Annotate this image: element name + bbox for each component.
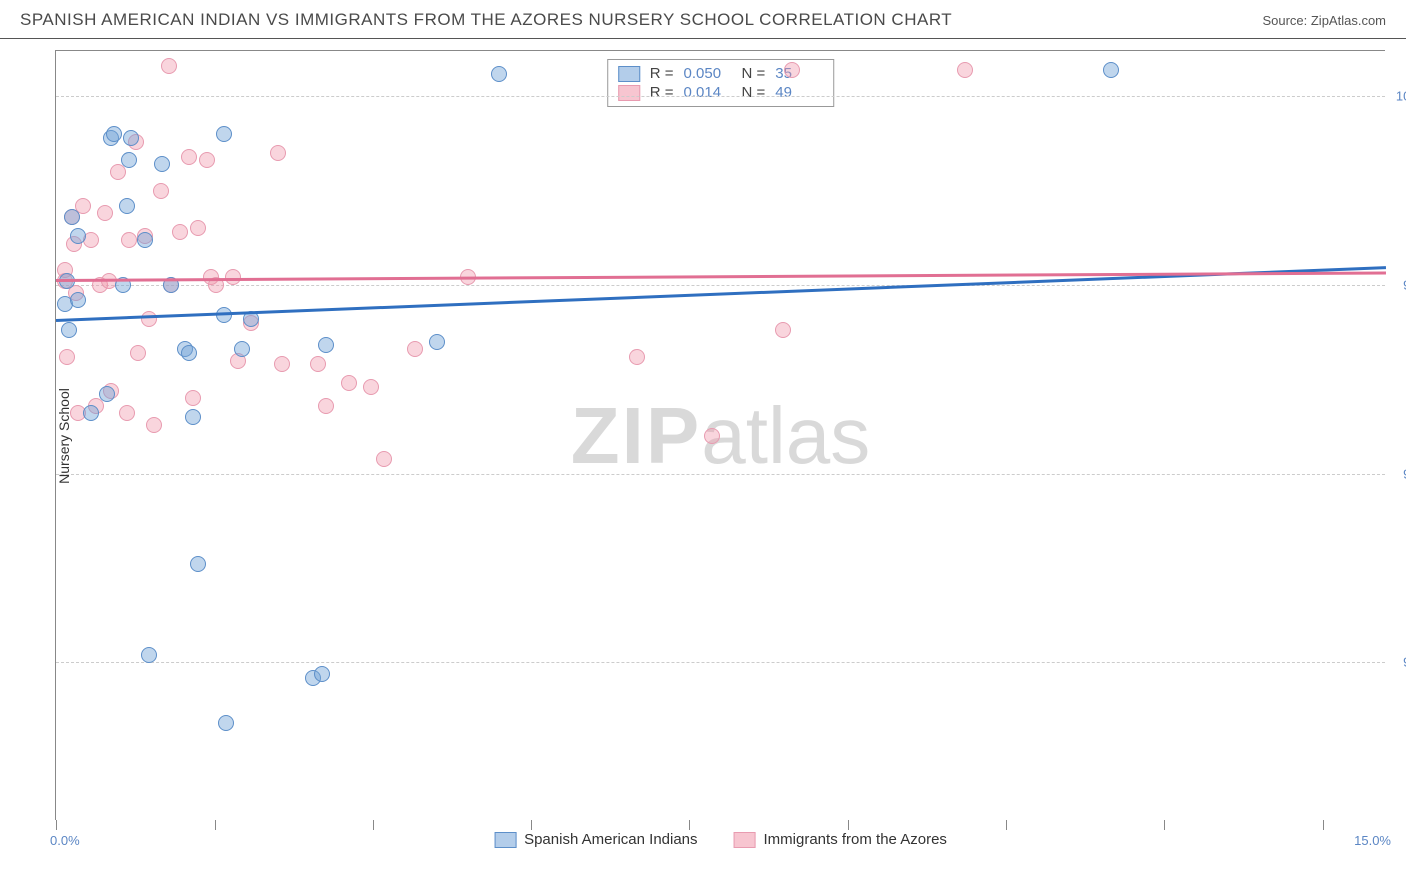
y-tick-label: 97.5%: [1390, 278, 1406, 293]
x-tick: [1164, 820, 1165, 830]
data-point-blue: [61, 322, 77, 338]
data-point-pink: [119, 405, 135, 421]
data-point-pink: [146, 417, 162, 433]
data-point-pink: [161, 58, 177, 74]
data-point-blue: [318, 337, 334, 353]
data-point-pink: [957, 62, 973, 78]
x-tick: [56, 820, 57, 830]
data-point-blue: [121, 152, 137, 168]
legend-n-value: 49: [775, 84, 823, 101]
legend-item: Immigrants from the Azores: [734, 831, 947, 848]
legend-n-label: N =: [742, 84, 766, 101]
data-point-blue: [64, 209, 80, 225]
y-tick-label: 95.0%: [1390, 466, 1406, 481]
data-point-blue: [234, 341, 250, 357]
x-min-label: 0.0%: [50, 833, 80, 848]
data-point-pink: [130, 345, 146, 361]
data-point-blue: [141, 647, 157, 663]
data-point-pink: [185, 390, 201, 406]
data-point-pink: [318, 398, 334, 414]
data-point-blue: [218, 715, 234, 731]
legend-label: Immigrants from the Azores: [764, 831, 947, 848]
legend-swatch-pink: [618, 85, 640, 101]
gridline-horizontal: [56, 474, 1385, 475]
data-point-blue: [119, 198, 135, 214]
x-tick: [215, 820, 216, 830]
legend-correlation: R = 0.050 N = 35 R = 0.014 N = 49: [607, 59, 835, 107]
legend-r-value: 0.050: [684, 65, 732, 82]
legend-r-label: R =: [650, 84, 674, 101]
watermark-rest: atlas: [701, 391, 870, 480]
x-tick: [1006, 820, 1007, 830]
legend-swatch-pink: [734, 832, 756, 848]
data-point-pink: [199, 152, 215, 168]
data-point-pink: [153, 183, 169, 199]
data-point-blue: [70, 292, 86, 308]
watermark: ZIPatlas: [571, 390, 870, 482]
data-point-blue: [181, 345, 197, 361]
gridline-horizontal: [56, 96, 1385, 97]
data-point-pink: [97, 205, 113, 221]
data-point-pink: [121, 232, 137, 248]
y-tick-label: 100.0%: [1390, 89, 1406, 104]
legend-r-label: R =: [650, 65, 674, 82]
legend-swatch-blue: [494, 832, 516, 848]
legend-label: Spanish American Indians: [524, 831, 697, 848]
data-point-pink: [341, 375, 357, 391]
data-point-blue: [429, 334, 445, 350]
data-point-blue: [123, 130, 139, 146]
x-max-label: 15.0%: [1354, 833, 1391, 848]
x-tick: [531, 820, 532, 830]
legend-r-value: 0.014: [684, 84, 732, 101]
data-point-blue: [106, 126, 122, 142]
data-point-pink: [775, 322, 791, 338]
chart-plot-area: ZIPatlas Nursery School R = 0.050 N = 35…: [55, 50, 1385, 820]
y-tick-label: 92.5%: [1390, 655, 1406, 670]
data-point-blue: [99, 386, 115, 402]
data-point-blue: [70, 228, 86, 244]
data-point-pink: [172, 224, 188, 240]
data-point-pink: [629, 349, 645, 365]
header: SPANISH AMERICAN INDIAN VS IMMIGRANTS FR…: [0, 0, 1406, 39]
data-point-pink: [59, 349, 75, 365]
x-tick: [848, 820, 849, 830]
legend-series: Spanish American Indians Immigrants from…: [494, 831, 947, 848]
data-point-blue: [216, 126, 232, 142]
gridline-horizontal: [56, 285, 1385, 286]
x-tick: [689, 820, 690, 830]
legend-swatch-blue: [618, 66, 640, 82]
data-point-pink: [270, 145, 286, 161]
data-point-blue: [491, 66, 507, 82]
x-tick: [373, 820, 374, 830]
data-point-pink: [190, 220, 206, 236]
data-point-pink: [704, 428, 720, 444]
data-point-blue: [83, 405, 99, 421]
data-point-blue: [190, 556, 206, 572]
data-point-pink: [376, 451, 392, 467]
source-label: Source: ZipAtlas.com: [1262, 13, 1386, 28]
data-point-blue: [137, 232, 153, 248]
x-tick: [1323, 820, 1324, 830]
data-point-blue: [154, 156, 170, 172]
data-point-pink: [274, 356, 290, 372]
legend-item: Spanish American Indians: [494, 831, 697, 848]
chart-title: SPANISH AMERICAN INDIAN VS IMMIGRANTS FR…: [20, 10, 952, 30]
watermark-zip: ZIP: [571, 391, 701, 480]
data-point-pink: [363, 379, 379, 395]
data-point-pink: [310, 356, 326, 372]
legend-n-label: N =: [742, 65, 766, 82]
data-point-blue: [314, 666, 330, 682]
gridline-horizontal: [56, 662, 1385, 663]
data-point-blue: [185, 409, 201, 425]
legend-row: R = 0.014 N = 49: [618, 83, 824, 102]
y-axis-title: Nursery School: [56, 388, 72, 484]
data-point-blue: [1103, 62, 1119, 78]
data-point-pink: [141, 311, 157, 327]
data-point-pink: [784, 62, 800, 78]
data-point-pink: [181, 149, 197, 165]
data-point-pink: [407, 341, 423, 357]
